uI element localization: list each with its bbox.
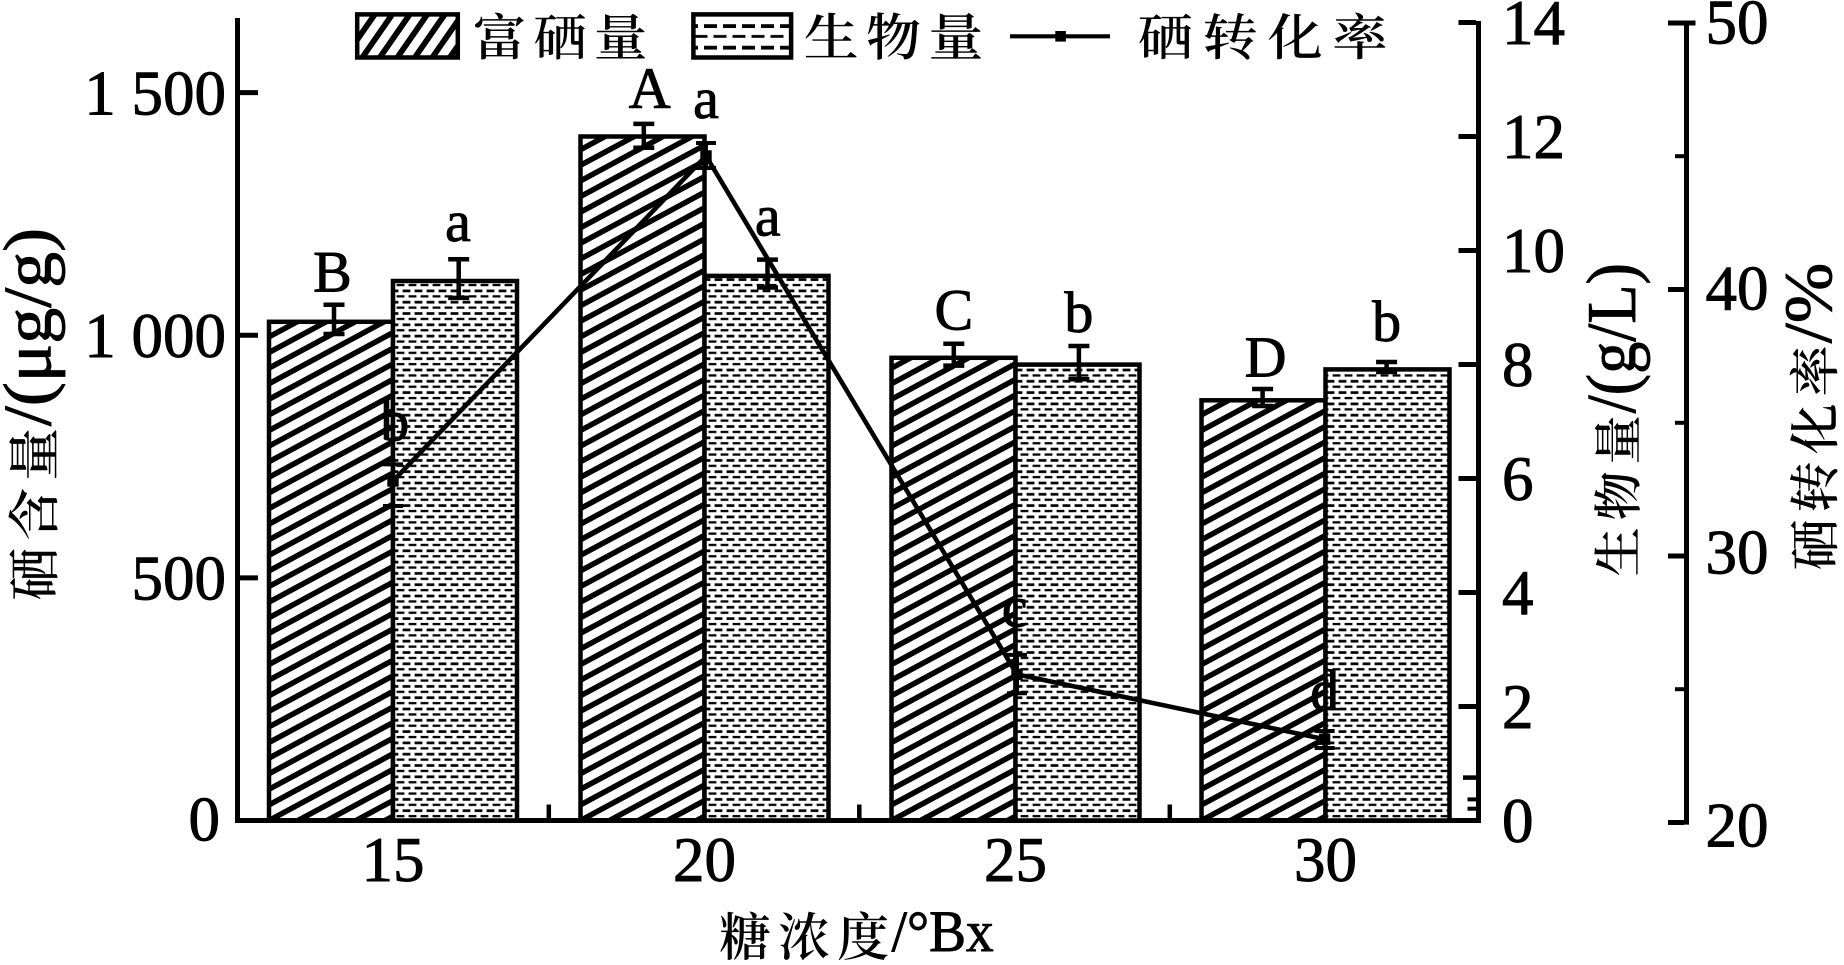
svg-text:b: b [380, 389, 409, 454]
svg-text:A: A [629, 56, 671, 121]
svg-text:30: 30 [1294, 825, 1357, 895]
svg-text:50: 50 [1706, 0, 1769, 58]
svg-text:B: B [313, 240, 352, 305]
svg-text:/%: /% [1770, 263, 1844, 344]
svg-text:1 000: 1 000 [84, 301, 226, 371]
svg-text:14: 14 [1502, 0, 1565, 58]
svg-text:20: 20 [1706, 791, 1769, 861]
svg-text:15: 15 [362, 825, 425, 895]
svg-text:b: b [1372, 289, 1401, 354]
svg-text:20: 20 [673, 825, 736, 895]
svg-text:6: 6 [1502, 444, 1534, 514]
svg-text:D: D [1245, 325, 1287, 390]
svg-text:a: a [445, 189, 471, 254]
svg-text:25: 25 [984, 825, 1047, 895]
svg-text:c: c [1002, 575, 1028, 640]
svg-text:d: d [1310, 658, 1339, 723]
svg-text:0: 0 [189, 785, 221, 855]
svg-text:a: a [755, 184, 781, 249]
svg-text:2: 2 [1502, 672, 1534, 742]
svg-text:10: 10 [1502, 216, 1565, 286]
svg-text:/(μg/g): /(μg/g) [0, 228, 66, 426]
svg-text:a: a [693, 66, 719, 131]
svg-text:1 500: 1 500 [84, 58, 226, 128]
svg-text:12: 12 [1502, 102, 1565, 172]
svg-text:C: C [934, 277, 973, 342]
svg-text:0: 0 [1502, 786, 1534, 856]
svg-text:40: 40 [1706, 254, 1769, 324]
svg-text:8: 8 [1502, 330, 1534, 400]
svg-text:/(g/L): /(g/L) [1574, 263, 1651, 413]
svg-text:b: b [1064, 280, 1093, 345]
svg-text:4: 4 [1502, 558, 1534, 628]
svg-text:/°Bx: /°Bx [892, 899, 994, 964]
svg-text:500: 500 [132, 544, 227, 614]
svg-text:30: 30 [1706, 518, 1769, 588]
